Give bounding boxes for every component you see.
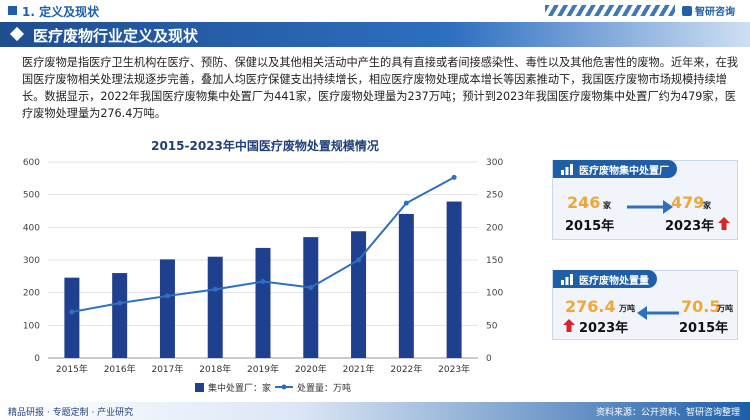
- bar-2020年: [303, 237, 319, 358]
- bar-chart-icon: [561, 274, 573, 285]
- x-axis-tick-label: 2021年: [343, 363, 375, 375]
- line-point-2017年: [164, 293, 170, 299]
- line-point-2023年: [451, 174, 457, 180]
- card-to-unit: 万吨: [717, 304, 733, 313]
- card-title: 医疗废物集中处置厂: [579, 166, 669, 177]
- card-to-value: 479: [671, 193, 705, 212]
- x-axis-tick-label: 2022年: [390, 363, 422, 375]
- card-from-unit: 家: [603, 201, 611, 210]
- bar-2017年: [159, 259, 175, 358]
- bar-chart-icon: [561, 164, 573, 175]
- x-axis-tick-label: 2015年: [56, 363, 88, 375]
- title-band: 医疗废物行业定义及现状: [0, 22, 750, 47]
- legend-label-bar: 集中处置厂：家: [208, 382, 271, 394]
- card-header: 医疗废物集中处置厂: [553, 160, 677, 178]
- x-axis-tick-label: 2023年: [438, 363, 470, 375]
- line-point-2020年: [308, 284, 314, 290]
- card-from-value: 246: [567, 193, 601, 212]
- card-to-year: 2015年: [679, 321, 729, 336]
- left-axis-tick-label: 200: [23, 289, 40, 299]
- bar-2021年: [351, 231, 367, 358]
- right-axis-tick-label: 300: [486, 158, 503, 168]
- right-axis-tick-label: 150: [486, 256, 503, 266]
- arrow-right-icon: [627, 200, 673, 214]
- diamond-icon: [9, 26, 25, 42]
- legend-label-line: 处置量：万吨: [297, 382, 351, 394]
- card-to-value: 70.5: [681, 297, 721, 316]
- bar-2019年: [255, 247, 271, 358]
- legend-swatch-bar: [195, 383, 204, 392]
- combo-chart: 0 100 200 300 400 500 600 0 50 100 150 200 250 300 2…: [23, 158, 504, 394]
- bar-2022年: [398, 213, 414, 358]
- bar-2023年: [446, 201, 462, 358]
- card-header: 医疗废物处置量: [553, 270, 657, 288]
- section-label: 1. 定义及现状: [22, 5, 100, 19]
- brand-name: 智研咨询: [695, 7, 735, 18]
- card-from-year: 2015年: [565, 219, 615, 234]
- x-axis-tick-label: 2018年: [199, 363, 231, 375]
- brand-logo-icon: [682, 6, 692, 16]
- section-marker-icon: [8, 6, 17, 15]
- line-point-2019年: [260, 279, 266, 285]
- right-axis-tick-label: 0: [486, 354, 492, 364]
- card-treatment-plants: 医疗废物集中处置厂 246 家 2015年 479 家 2023年: [552, 160, 738, 240]
- chart-title: 2015-2023年中国医疗废物处置规模情况: [151, 139, 379, 153]
- bar-2018年: [207, 256, 223, 358]
- x-axis-tick-label: 2017年: [151, 363, 183, 375]
- card-from-year: 2023年: [579, 321, 629, 336]
- right-axis-tick-label: 100: [486, 289, 503, 299]
- right-axis-tick-label: 200: [486, 223, 503, 233]
- x-axis-tick-label: 2016年: [104, 363, 136, 375]
- up-arrow-icon: [718, 217, 730, 230]
- line-point-2015年: [69, 309, 75, 315]
- intro-paragraph: 医疗废物是指医疗卫生机构在医疗、预防、保健以及其他相关活动中产生的具有直接或者间…: [22, 56, 739, 120]
- page-title: 医疗废物行业定义及现状: [33, 27, 199, 45]
- line-point-2018年: [212, 286, 218, 292]
- line-point-2022年: [403, 200, 409, 206]
- x-axis-tick-label: 2019年: [247, 363, 279, 375]
- brand-logo: 智研咨询: [682, 3, 735, 18]
- footer-source: 资料来源：公开资料、智研咨询整理: [595, 408, 740, 418]
- card-from-value: 276.4: [565, 297, 616, 316]
- left-axis-tick-label: 0: [34, 354, 40, 364]
- line-point-2021年: [356, 257, 362, 263]
- line-point-2016年: [117, 300, 123, 306]
- footer: 精品研报 · 专题定制 · 产业研究 资料来源：公开资料、智研咨询整理: [0, 402, 750, 420]
- right-axis-tick-label: 50: [486, 321, 498, 331]
- up-arrow-icon: [563, 319, 575, 332]
- left-axis-tick-label: 300: [23, 256, 40, 266]
- left-axis-tick-label: 600: [23, 158, 40, 168]
- left-axis-tick-label: 400: [23, 223, 40, 233]
- card-to-unit: 家: [703, 201, 711, 210]
- left-axis-tick-label: 100: [23, 321, 40, 331]
- card-title: 医疗废物处置量: [579, 276, 649, 287]
- top-bar: 1. 定义及现状 智研咨询: [0, 0, 750, 22]
- bar-2015年: [64, 277, 80, 358]
- left-axis-tick-label: 500: [23, 191, 40, 201]
- card-from-unit: 万吨: [619, 304, 635, 313]
- card-to-year: 2023年: [665, 219, 715, 234]
- decorative-stripes: [545, 5, 675, 16]
- x-axis-tick-label: 2020年: [295, 363, 327, 375]
- bar-2016年: [112, 273, 128, 358]
- right-axis-tick-label: 250: [486, 191, 503, 201]
- card-disposal-volume: 医疗废物处置量 276.4 万吨 2023年 70.5 万吨 2015年: [552, 270, 738, 340]
- footer-tagline: 精品研报 · 专题定制 · 产业研究: [8, 408, 134, 418]
- arrow-left-icon: [637, 306, 679, 320]
- legend-swatch-point: [281, 384, 287, 390]
